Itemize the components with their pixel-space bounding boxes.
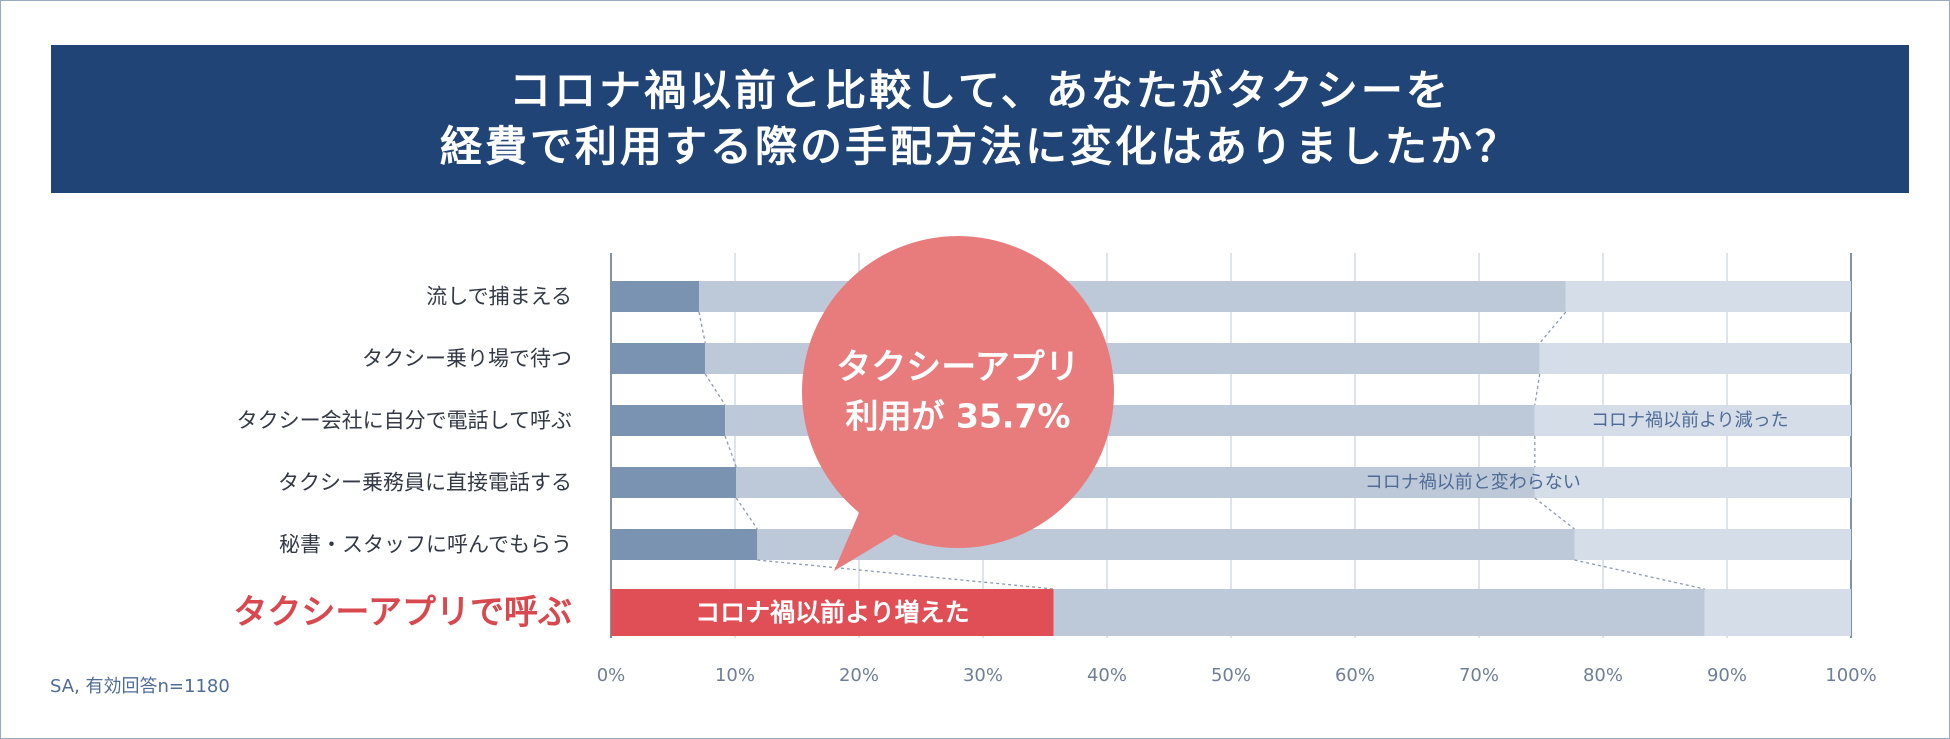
sample-note: SA, 有効回答n=1180 — [50, 676, 230, 697]
x-tick-label: 50% — [1211, 665, 1251, 686]
bar-segment — [611, 467, 737, 498]
bar-segment — [611, 343, 706, 374]
bar-segment — [1539, 343, 1851, 374]
category-label: タクシー会社に自分で電話して呼ぶ — [237, 409, 572, 433]
callout-text-line-1: タクシーアプリ — [836, 348, 1080, 388]
category-label: タクシー乗務員に直接電話する — [278, 471, 572, 495]
bar-segment — [611, 281, 700, 312]
bar-segment — [1574, 529, 1851, 560]
connector-line — [735, 497, 758, 530]
connector-line — [757, 559, 1054, 590]
x-tick-label: 30% — [963, 665, 1003, 686]
bar-segment — [611, 589, 1054, 636]
bar-segment — [1534, 467, 1851, 498]
x-tick-label: 100% — [1825, 665, 1876, 686]
series-label-increased: コロナ禍以前より増えた — [695, 598, 970, 627]
x-tick-label: 10% — [715, 665, 755, 686]
connector-line — [698, 311, 706, 344]
connector-line — [1534, 497, 1575, 530]
chart-title-line-1: コロナ禍以前と比較して、あなたがタクシーを — [509, 66, 1451, 115]
x-tick-label: 70% — [1459, 665, 1499, 686]
x-tick-label: 40% — [1087, 665, 1127, 686]
series-label-unchanged: コロナ禍以前と変わらない — [1365, 472, 1581, 493]
bar-segment — [1704, 589, 1851, 636]
callout-tail — [834, 506, 902, 571]
chart-title-line-2: 経費で利用する際の手配方法に変化はありましたか？ — [439, 122, 1520, 171]
connector-line — [1534, 373, 1541, 406]
chart-title-banner: コロナ禍以前と比較して、あなたがタクシーを 経費で利用する際の手配方法に変化はあ… — [51, 45, 1909, 193]
x-tick-label: 90% — [1707, 665, 1747, 686]
category-label: タクシー乗り場で待つ — [362, 347, 572, 371]
callout-text-line-2: 利用が 35.7% — [846, 397, 1071, 436]
category-label: 流しで捕まえる — [426, 285, 572, 309]
series-label-decreased: コロナ禍以前より減った — [1591, 410, 1789, 431]
x-tick-label: 80% — [1583, 665, 1623, 686]
bar-segment — [611, 405, 726, 436]
connector-line — [704, 373, 726, 406]
connector-line — [1539, 311, 1567, 344]
category-label: タクシーアプリで呼ぶ — [233, 593, 572, 633]
x-tick-label: 60% — [1335, 665, 1375, 686]
bar-segment — [1565, 281, 1851, 312]
category-label: 秘書・スタッフに呼んでもらう — [279, 533, 572, 557]
bar-segment — [1053, 589, 1705, 636]
connector-line — [1574, 559, 1705, 590]
x-tick-label: 0% — [597, 665, 626, 686]
x-tick-label: 20% — [839, 665, 879, 686]
bar-segment — [611, 529, 758, 560]
callout-circle — [802, 236, 1114, 548]
bar-segment — [1534, 405, 1851, 436]
